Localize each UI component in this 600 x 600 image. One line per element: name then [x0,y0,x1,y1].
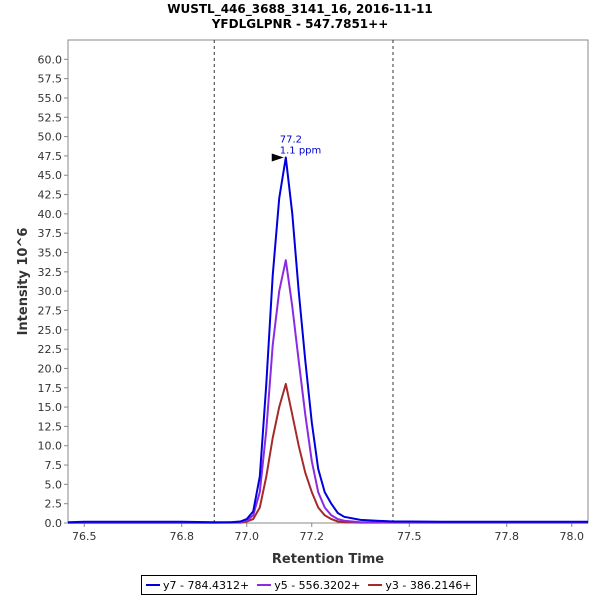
y-tick-label: 2.5 [45,498,63,511]
series-line-y3 [68,382,588,524]
y-tick-label: 60.0 [38,53,63,66]
plot-area [67,39,589,524]
legend-swatch-y3 [368,584,383,586]
legend-item-y7: y7 - 784.4312+ [146,579,249,592]
legend-swatch-y7 [146,584,160,586]
y-tick-label: 52.5 [38,111,63,124]
legend-item-y3: y3 - 386.2146+ [368,578,472,592]
legend-label-y3: y3 - 386.2146+ [385,578,472,592]
x-tick-label: 77.5 [397,530,422,543]
y-tick-label: 55.0 [38,92,63,105]
y-tick-label: 25.0 [38,324,63,337]
y-tick-label: 17.5 [38,382,63,395]
x-tick-label: 76.8 [170,530,195,543]
y-tick-label: 57.5 [38,73,63,86]
legend-label-y5: y5 - 556.3202+ [274,578,361,592]
y-tick-label: 50.0 [38,131,63,144]
legend-item-y5: y5 - 556.3202+ [257,579,360,592]
peak-annotation-ppm: 1.1 ppm [280,145,322,156]
x-tick-label: 78.0 [560,530,585,543]
y-tick-label: 32.5 [38,266,63,279]
legend: y7 - 784.4312+ y5 - 556.3202+ y3 - 386.2… [141,575,477,595]
y-tick-label: 22.5 [38,343,63,356]
y-tick-label: 7.5 [45,459,63,472]
legend-swatch-y5 [257,584,272,586]
y-tick-label: 40.0 [38,208,63,221]
y-tick-label: 10.0 [38,440,63,453]
y-tick-label: 35.0 [38,247,63,260]
y-tick-label: 37.5 [38,227,63,240]
y-tick-label: 45.0 [38,169,63,182]
chromatogram-chart: 0.0 2.5 5.0 7.5 10.0 12.5 15.0 17.5 20.0 22.5 25.0… [16,39,589,567]
y-tick-label: 20.0 [38,362,63,375]
y-tick-label: 15.0 [38,401,63,414]
peak-marker-arrow [271,153,284,162]
y-tick-label: 12.5 [38,420,63,433]
y-tick-label: 42.5 [38,189,63,202]
x-tick-label: 76.5 [72,530,97,543]
y-tick-label: 47.5 [38,150,63,163]
legend-label-y7: y7 - 784.4312+ [163,578,250,592]
y-tick-label: 0.0 [45,517,63,530]
x-axis-title: Retention Time [272,552,384,567]
x-tick-label: 77.0 [235,530,260,543]
x-tick-label: 77.8 [495,530,520,543]
chart-title: WUSTL_446_3688_3141_16, 2016-11-11 [167,2,433,16]
y-tick-label: 30.0 [38,285,63,298]
x-tick-label: 77.2 [300,530,325,543]
series-line-y5 [68,259,588,524]
peak-annotation-rt: 77.2 [280,134,302,145]
y-axis-title: Intensity 10^6 [16,228,31,336]
y-tick-label: 27.5 [38,304,63,317]
chart-subtitle: YFDLGLPNR - 547.7851++ [211,17,389,31]
y-tick-label: 5.0 [45,478,63,491]
series-line-y7 [67,156,588,524]
